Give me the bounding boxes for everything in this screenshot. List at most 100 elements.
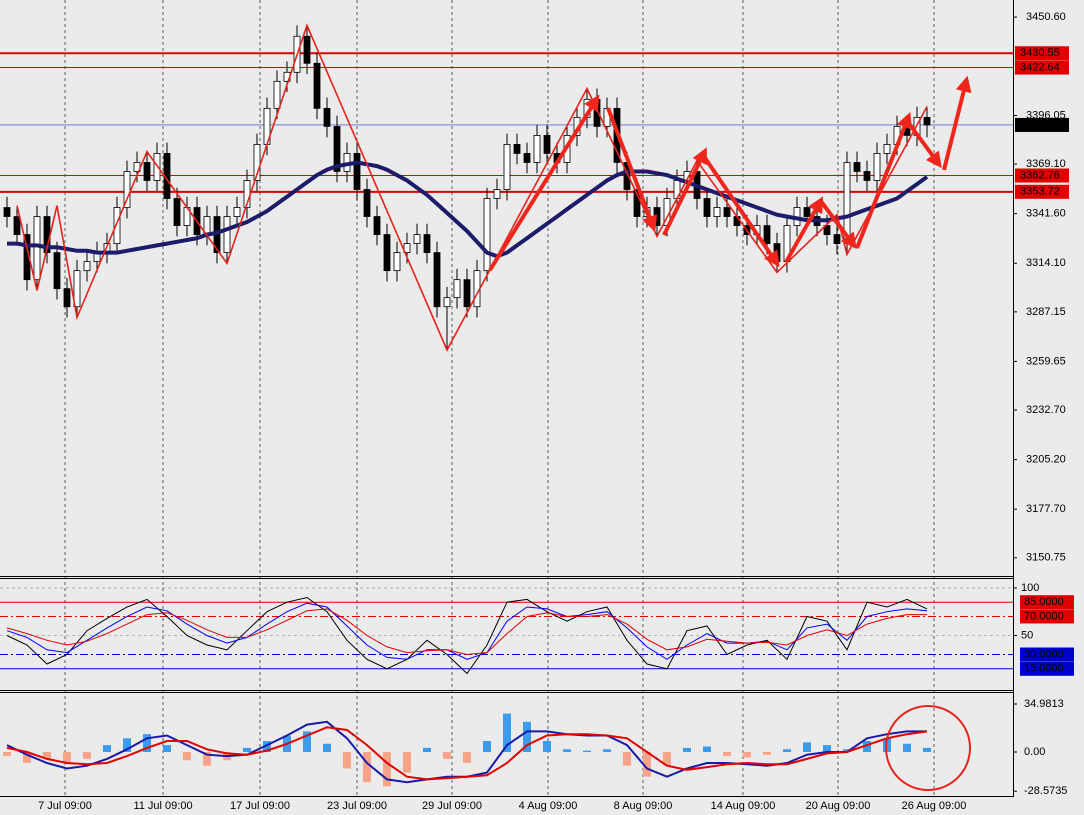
level-label-bg bbox=[1020, 609, 1074, 624]
price-label-bg bbox=[1015, 168, 1069, 183]
level-label: 85.0000 bbox=[1024, 596, 1064, 608]
candle-body bbox=[303, 35, 311, 64]
histogram-bar bbox=[663, 751, 671, 766]
histogram-bar bbox=[143, 734, 151, 752]
zigzag bbox=[16, 23, 928, 352]
histogram-bar bbox=[503, 713, 511, 752]
histogram-bar bbox=[643, 751, 651, 777]
histogram-bar bbox=[683, 747, 691, 752]
candle-body bbox=[53, 252, 61, 290]
candle-body bbox=[443, 297, 451, 308]
candle-body bbox=[373, 216, 381, 235]
grid bbox=[0, 0, 1013, 796]
candle-body bbox=[13, 216, 21, 235]
price-label-bg bbox=[1015, 60, 1069, 75]
histogram-bar bbox=[203, 751, 211, 766]
level-label-bg bbox=[1020, 595, 1074, 610]
histogram-bar bbox=[103, 745, 111, 752]
x-tick-label: 26 Aug 09:00 bbox=[902, 800, 967, 812]
candle-body bbox=[143, 162, 151, 181]
histogram-bar bbox=[3, 751, 11, 757]
y-tick-label: 3450.60 bbox=[1026, 11, 1066, 23]
candle-body bbox=[763, 225, 771, 244]
histogram-bar bbox=[423, 747, 431, 752]
price-label: 3390.80 bbox=[1020, 119, 1060, 131]
x-tick-label: 23 Jul 09:00 bbox=[327, 800, 387, 812]
arrow bbox=[942, 75, 972, 171]
candle-body bbox=[223, 216, 231, 254]
histogram-bar bbox=[363, 751, 371, 783]
histogram-bar bbox=[863, 741, 871, 752]
candle-body bbox=[353, 153, 361, 190]
level-label: 30.0000 bbox=[1024, 648, 1064, 660]
candle-body bbox=[533, 135, 541, 163]
candle-body bbox=[543, 135, 551, 154]
price-label: 3422.64 bbox=[1020, 61, 1060, 73]
histogram-bar bbox=[263, 741, 271, 752]
x-tick-label: 7 Jul 09:00 bbox=[38, 800, 92, 812]
x-tick-label: 11 Jul 09:00 bbox=[133, 800, 192, 812]
histogram-bar bbox=[483, 741, 491, 752]
candle-body bbox=[123, 171, 131, 208]
histogram-bar bbox=[383, 751, 391, 787]
level-label: 15.0000 bbox=[1024, 663, 1064, 675]
candle-body bbox=[273, 80, 281, 109]
histogram-bar bbox=[803, 742, 811, 752]
candle-body bbox=[173, 198, 181, 226]
candle-body bbox=[33, 216, 41, 281]
price-label: 3362.76 bbox=[1020, 169, 1060, 181]
histogram-bar bbox=[543, 741, 551, 752]
candle-body bbox=[873, 153, 881, 181]
y-tick-label: 3369.10 bbox=[1026, 158, 1066, 170]
histogram-bar bbox=[603, 749, 611, 752]
histogram-bar bbox=[183, 751, 191, 761]
y-tick-label: 3150.75 bbox=[1026, 552, 1066, 564]
candle-body bbox=[313, 62, 321, 109]
candle-body bbox=[233, 207, 241, 217]
x-tick-label: 8 Aug 09:00 bbox=[614, 800, 673, 812]
plot bbox=[3, 23, 931, 787]
histogram-bar bbox=[343, 751, 351, 769]
arrow bbox=[662, 147, 707, 236]
y-tick-label: 3205.20 bbox=[1026, 454, 1066, 466]
x-tick-label: 17 Jul 09:00 bbox=[230, 800, 290, 812]
histogram-bar bbox=[43, 751, 51, 759]
macd-line bbox=[6, 726, 928, 781]
candle-body bbox=[863, 171, 871, 181]
arrow bbox=[906, 120, 942, 169]
arrow bbox=[488, 94, 600, 272]
price-label-bg bbox=[1015, 184, 1069, 199]
histogram-bar bbox=[23, 751, 31, 763]
y-tick-label: 100 bbox=[1021, 582, 1039, 594]
histogram-bar bbox=[843, 749, 851, 752]
histogram-bar bbox=[323, 743, 331, 752]
y-tick-label: 3341.60 bbox=[1026, 208, 1066, 220]
moving-average bbox=[7, 160, 929, 259]
histogram-bar bbox=[923, 747, 931, 752]
histogram-bar bbox=[403, 751, 411, 773]
candle-body bbox=[3, 207, 11, 217]
y-tick-label: -28.5735 bbox=[1024, 785, 1067, 797]
candle-body bbox=[513, 144, 521, 154]
candle-body bbox=[703, 198, 711, 217]
candle-body bbox=[803, 207, 811, 217]
candle-body bbox=[393, 252, 401, 272]
candle-body bbox=[113, 207, 121, 244]
oscillator-line bbox=[6, 602, 928, 660]
price-label-bg bbox=[1015, 46, 1069, 61]
candle-body bbox=[333, 125, 341, 172]
x-tick-label: 4 Aug 09:00 bbox=[519, 800, 578, 812]
annotation-arrows bbox=[488, 75, 972, 272]
candle-body bbox=[253, 144, 261, 181]
histogram-bar bbox=[623, 751, 631, 766]
candle-body bbox=[883, 144, 891, 154]
price-label: 3430.55 bbox=[1020, 47, 1060, 59]
candle-body bbox=[413, 234, 421, 244]
arrow bbox=[818, 198, 857, 250]
candle-body bbox=[63, 288, 71, 308]
histogram-bar bbox=[123, 738, 131, 752]
oscillator-line bbox=[6, 596, 928, 675]
candle-body bbox=[423, 234, 431, 254]
candle-body bbox=[73, 270, 81, 308]
highlight-circle bbox=[885, 705, 971, 791]
